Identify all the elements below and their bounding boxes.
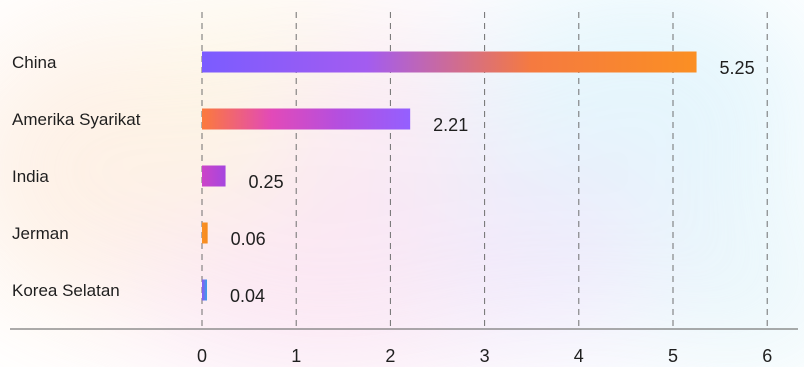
x-tick-label-0: 0 [197,346,207,366]
x-tick-label-1: 1 [291,346,301,366]
bars [202,51,697,301]
category-label: Amerika Syarikat [12,110,141,129]
bar-korea-selatan [202,279,207,301]
bar-china [202,51,697,73]
category-labels: China Amerika Syarikat India Jerman Korea Se… [12,53,141,300]
value-label: 5.25 [720,58,755,78]
category-label: China [12,53,57,72]
bar-jerman [202,222,208,244]
x-tick-label-3: 3 [480,346,490,366]
bar-india [202,165,226,187]
category-label: Jerman [12,224,69,243]
x-tick-label-6: 6 [762,346,772,366]
category-label: India [12,167,49,186]
value-label: 0.04 [230,286,265,306]
bar-amerika-syarikat [202,108,411,130]
x-tick-label-4: 4 [574,346,584,366]
value-labels: 5.25 2.21 0.25 0.06 0.04 [230,58,755,306]
value-label: 0.06 [231,229,266,249]
x-tick-label-5: 5 [668,346,678,366]
x-tick-label-2: 2 [385,346,395,366]
value-label: 2.21 [433,115,468,135]
category-label: Korea Selatan [12,281,120,300]
value-label: 0.25 [249,172,284,192]
x-tick-labels: 0 1 2 3 4 5 6 [197,346,772,366]
